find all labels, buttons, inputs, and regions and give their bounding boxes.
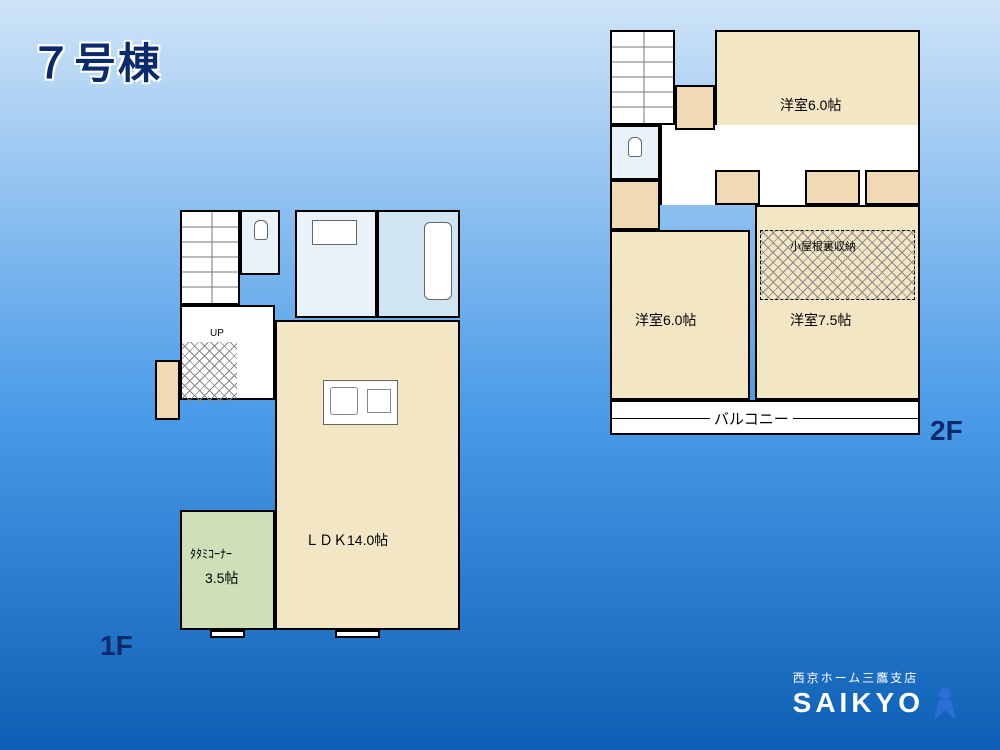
attic-label: 小屋根裏収納 — [790, 238, 856, 254]
room-toilet-1f — [240, 210, 280, 275]
washbasin-icon — [312, 220, 357, 245]
up-label: UP — [210, 328, 224, 339]
hall-1f — [180, 305, 275, 400]
floor-2-plan: 洋室6.0帖 洋室6.0帖 洋室7.5帖 小屋根裏収納 DN バルコニー — [580, 30, 920, 435]
bathtub-icon — [424, 222, 452, 300]
room-bedroom-se-label: 洋室7.5帖 — [790, 310, 851, 330]
balcony-label: バルコニー — [710, 408, 793, 429]
room-ldk — [275, 320, 460, 630]
room-bedroom-sw-label: 洋室6.0帖 — [635, 310, 696, 330]
closet — [805, 170, 860, 205]
stairs-1f — [180, 210, 240, 305]
room-bedroom-north-label: 洋室6.0帖 — [780, 95, 841, 115]
closet — [610, 180, 660, 230]
room-washroom — [295, 210, 377, 318]
floor-1-plan: ＬＤＫ14.0帖 ﾀﾀﾐｺｰﾅｰ 3.5帖 UP — [155, 210, 465, 640]
kitchen-counter — [323, 380, 398, 425]
toilet-icon — [254, 220, 268, 240]
closet — [715, 170, 760, 205]
closet — [675, 85, 715, 130]
window-mark — [335, 630, 380, 638]
stairs-lines-icon — [182, 212, 238, 303]
room-toilet-2f — [610, 125, 660, 180]
room-tatami-label: ﾀﾀﾐｺｰﾅｰ — [190, 545, 232, 562]
room-bath — [377, 210, 460, 318]
room-tatami-size: 3.5帖 — [205, 568, 238, 588]
logo-icon — [930, 686, 960, 720]
logo-main: SAIKYO — [793, 686, 960, 720]
floor-2-label: 2F — [930, 415, 963, 447]
stairs-2f — [610, 30, 675, 125]
logo-subtitle: 西京ホーム三鷹支店 — [793, 669, 960, 686]
toilet-icon — [628, 137, 642, 157]
company-logo: 西京ホーム三鷹支店 SAIKYO — [793, 669, 960, 720]
room-ldk-label: ＬＤＫ14.0帖 — [305, 530, 388, 550]
stairs-lines-icon — [612, 32, 673, 123]
building-title: ７号棟 — [30, 30, 162, 91]
closet — [865, 170, 920, 205]
entrance-storage — [155, 360, 180, 420]
floor-1-label: 1F — [100, 630, 133, 662]
logo-text: SAIKYO — [793, 687, 924, 719]
window-mark — [210, 630, 245, 638]
